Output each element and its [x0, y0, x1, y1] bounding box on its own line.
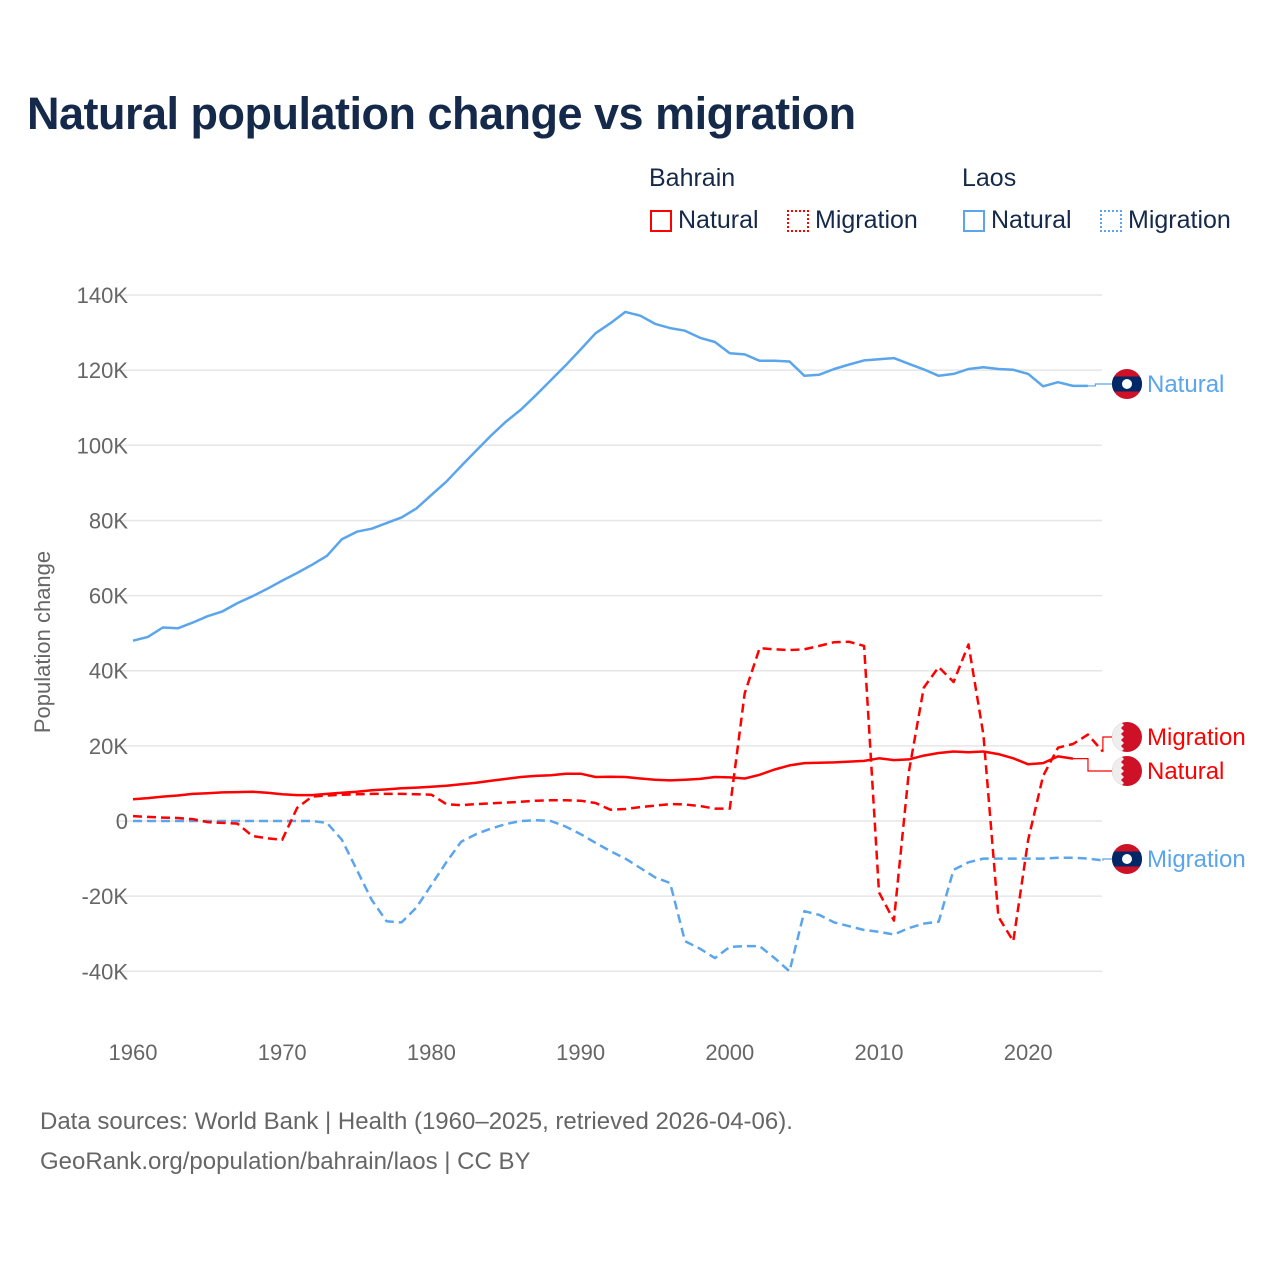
- x-tick-label: 2020: [1004, 1040, 1053, 1065]
- legend-swatch-dotted: [787, 209, 809, 232]
- label-connector: [1102, 736, 1112, 753]
- legend-swatch-solid: [650, 209, 672, 232]
- y-tick-label: 140K: [77, 283, 129, 308]
- legend-laos-natural[interactable]: Natural: [963, 206, 1072, 235]
- flag-part: [1112, 722, 1124, 752]
- footer-link[interactable]: GeoRank.org/population/bahrain/laos | CC…: [40, 1148, 531, 1175]
- label-connector: [1102, 858, 1112, 862]
- legend-group-laos: Laos: [962, 164, 1017, 192]
- end-label: Natural: [1147, 371, 1224, 398]
- x-tick-label: 1990: [556, 1040, 605, 1065]
- label-connector: [1072, 758, 1112, 772]
- y-axis-label: Population change: [30, 551, 55, 733]
- y-tick-label: 20K: [89, 734, 128, 759]
- series-line-bahrain-migration: [132, 640, 1104, 943]
- x-tick-label: 1970: [258, 1040, 307, 1065]
- legend-label: Migration: [815, 206, 918, 234]
- y-tick-label: 40K: [89, 659, 128, 684]
- y-tick-label: 0: [116, 809, 128, 834]
- x-tick-label: 2010: [855, 1040, 904, 1065]
- bahrain-flag-icon: [1112, 756, 1142, 786]
- flag-part: [1112, 756, 1124, 786]
- bahrain-flag-icon: [1112, 722, 1142, 752]
- series-line-laos-natural: [132, 310, 1088, 642]
- legend-label: Natural: [678, 206, 759, 234]
- end-label: Migration: [1147, 846, 1246, 873]
- laos-flag-icon: [1112, 844, 1142, 874]
- end-label: Natural: [1147, 758, 1224, 785]
- y-tick-label: 60K: [89, 584, 128, 609]
- end-label: Migration: [1147, 724, 1246, 751]
- legend-label: Migration: [1128, 206, 1231, 234]
- y-tick-label: -20K: [82, 884, 129, 909]
- x-tick-label: 2000: [705, 1040, 754, 1065]
- legend-swatch-solid: [963, 209, 985, 232]
- series-line-laos-migration: [133, 818, 1103, 973]
- y-tick-label: 100K: [77, 433, 129, 458]
- flag-part: [1122, 854, 1132, 864]
- legend-bahrain-natural[interactable]: Natural: [650, 206, 759, 235]
- y-tick-label: 120K: [77, 358, 129, 383]
- series-line-bahrain-natural: [132, 750, 1074, 801]
- legend-bahrain-migration[interactable]: Migration: [787, 206, 918, 235]
- chart-title: Natural population change vs migration: [27, 88, 856, 139]
- x-tick-label: 1960: [109, 1040, 158, 1065]
- legend-label: Natural: [991, 206, 1072, 234]
- y-tick-label: -40K: [82, 959, 129, 984]
- footer-sources: Data sources: World Bank | Health (1960–…: [40, 1108, 793, 1135]
- legend-laos-migration[interactable]: Migration: [1100, 206, 1231, 235]
- legend-group-bahrain: Bahrain: [649, 164, 736, 192]
- y-tick-label: 80K: [89, 508, 128, 533]
- label-connector: [1087, 383, 1112, 387]
- legend-swatch-dotted: [1100, 209, 1122, 232]
- flag-part: [1122, 379, 1132, 389]
- x-tick-label: 1980: [407, 1040, 456, 1065]
- laos-flag-icon: [1112, 369, 1142, 399]
